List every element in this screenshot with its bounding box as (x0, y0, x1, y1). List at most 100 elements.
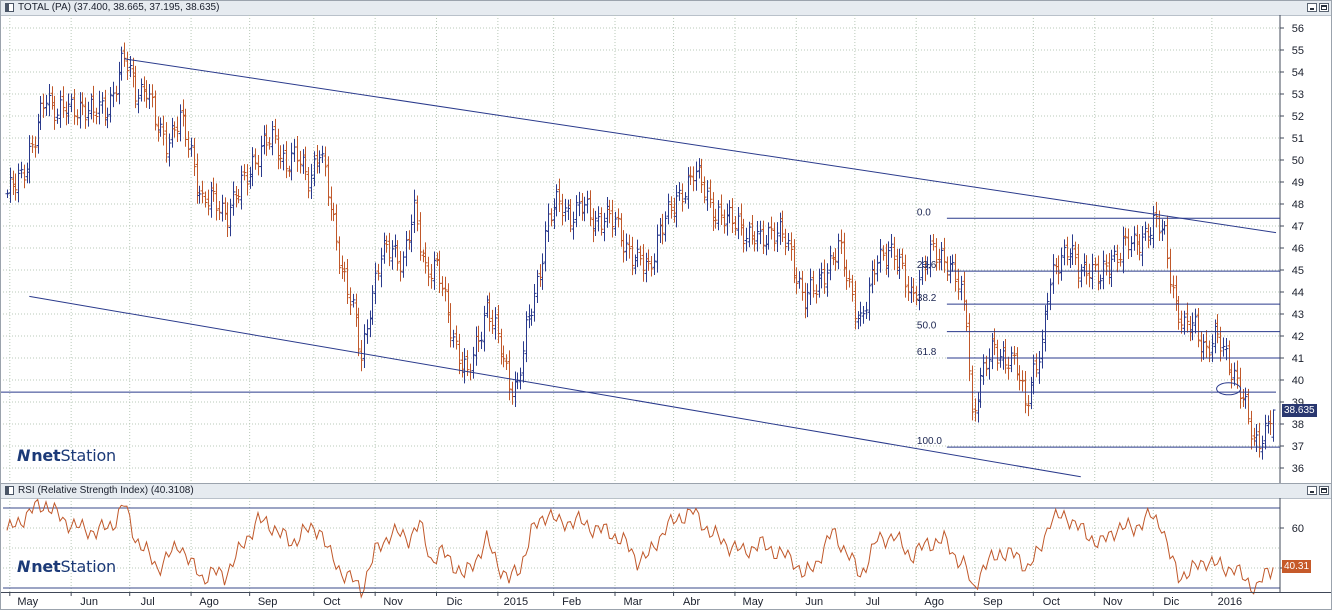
price-tick-label: 38 (1292, 419, 1304, 431)
rsi-pane-titlebar[interactable]: RSI (Relative Strength Index) (40.3108) (1, 484, 1331, 499)
ohlc-bar (797, 271, 802, 289)
time-axis-label: May (743, 596, 764, 608)
minimize-icon[interactable] (1307, 486, 1317, 495)
ohlc-bar (599, 207, 604, 236)
ohlc-bar (421, 249, 426, 263)
price-pane[interactable]: TOTAL (PA) (37.400, 38.665, 37.195, 38.6… (0, 0, 1332, 484)
minimize-icon[interactable] (1307, 3, 1317, 12)
ohlc-bar (858, 301, 863, 327)
ohlc-bar (446, 283, 451, 324)
ohlc-bar (295, 135, 300, 172)
ohlc-bar (917, 269, 922, 311)
ohlc-bar (370, 285, 375, 325)
ohlc-bar (1135, 224, 1140, 255)
ohlc-bar (1123, 227, 1128, 246)
ohlc-bar (892, 236, 897, 270)
ohlc-bar (532, 283, 537, 322)
ohlc-bar (1171, 275, 1176, 299)
maximize-icon[interactable] (1319, 486, 1329, 495)
ohlc-bar (504, 354, 509, 370)
price-chart[interactable]: 3637383940414243444546474849505152535455… (1, 15, 1331, 483)
ohlc-bar (1031, 354, 1036, 395)
highlight-ellipse (1216, 382, 1242, 396)
ohlc-bar (1243, 387, 1248, 409)
ohlc-bar (267, 137, 272, 150)
ohlc-bar (379, 247, 384, 288)
ohlc-bar (1087, 263, 1092, 288)
price-tick-label: 37 (1292, 441, 1304, 453)
ohlc-bar (1215, 314, 1220, 344)
ohlc-bar (1073, 241, 1078, 266)
fibonacci-level-label: 50.0 (917, 321, 937, 332)
ohlc-bar (485, 295, 490, 318)
ohlc-bar (1009, 346, 1014, 373)
ohlc-bar (301, 149, 306, 174)
ohlc-bar (1051, 254, 1056, 294)
ohlc-bar (1201, 334, 1206, 360)
ohlc-bar (1034, 353, 1039, 378)
ohlc-bar (41, 93, 46, 118)
ohlc-bar (158, 117, 163, 137)
ohlc-bar (766, 222, 771, 250)
ohlc-bar (1065, 236, 1070, 266)
ohlc-bar (178, 104, 183, 142)
ohlc-bar (739, 203, 744, 236)
maximize-icon[interactable] (1319, 3, 1329, 12)
ohlc-bar (831, 252, 836, 266)
time-axis-label: Dic (447, 596, 463, 608)
ohlc-bar (906, 276, 911, 301)
ohlc-bar (953, 253, 958, 292)
ohlc-bar (147, 84, 152, 110)
ohlc-bar (928, 234, 933, 278)
ohlc-bar (655, 224, 660, 273)
ohlc-bar (850, 274, 855, 302)
ohlc-bar (172, 121, 177, 138)
ohlc-bar (1026, 394, 1031, 417)
price-pane-titlebar[interactable]: TOTAL (PA) (37.400, 38.665, 37.195, 38.6… (1, 1, 1331, 16)
trend-channel-line (124, 58, 1277, 234)
ohlc-bar (423, 242, 428, 274)
fibonacci-level-label: 0.0 (917, 207, 931, 218)
ohlc-bar (1084, 255, 1089, 285)
ohlc-bar (769, 216, 774, 240)
ohlc-bar (817, 268, 822, 298)
ohlc-bar (55, 108, 60, 124)
rsi-chart[interactable]: 6040MayJunJulAgoSepOctNovDic2015FebMarAb… (1, 498, 1331, 609)
ohlc-bar (362, 324, 367, 369)
ohlc-bar (1001, 341, 1006, 370)
time-axis-label: 2015 (504, 596, 528, 608)
ohlc-bar (708, 179, 713, 208)
ohlc-bar (80, 92, 85, 116)
ohlc-bar (872, 259, 877, 286)
ohlc-bar (984, 355, 989, 377)
time-axis-label: Mar (624, 596, 643, 608)
ohlc-bar (1196, 308, 1201, 348)
ohlc-bar (973, 398, 978, 422)
ohlc-bar (44, 94, 49, 116)
ohlc-bar (602, 212, 607, 242)
rsi-pane[interactable]: RSI (Relative Strength Index) (40.3108) … (0, 483, 1332, 610)
ohlc-bar (1068, 248, 1073, 268)
ohlc-bar (239, 165, 244, 210)
trend-channel-line (29, 295, 1081, 478)
ohlc-bar (451, 329, 456, 348)
ohlc-bar (186, 131, 191, 158)
ohlc-bar (122, 42, 127, 67)
ohlc-bar (593, 210, 598, 237)
ohlc-bar (217, 201, 222, 220)
ohlc-bar (462, 348, 467, 384)
ohlc-bar (289, 142, 294, 181)
price-tick-label: 36 (1292, 463, 1304, 475)
ohlc-bar (376, 263, 381, 281)
ohlc-bar (549, 208, 554, 227)
ohlc-bar (543, 221, 548, 272)
ohlc-bar (1059, 247, 1064, 281)
ohlc-bar (568, 199, 573, 233)
ohlc-bar (909, 276, 914, 303)
ohlc-bar (284, 141, 289, 179)
ohlc-bar (404, 230, 409, 267)
ohlc-bar (1096, 255, 1101, 291)
ohlc-bar (610, 199, 615, 238)
ohlc-bar (1162, 221, 1167, 235)
ohlc-bar (1207, 340, 1212, 363)
